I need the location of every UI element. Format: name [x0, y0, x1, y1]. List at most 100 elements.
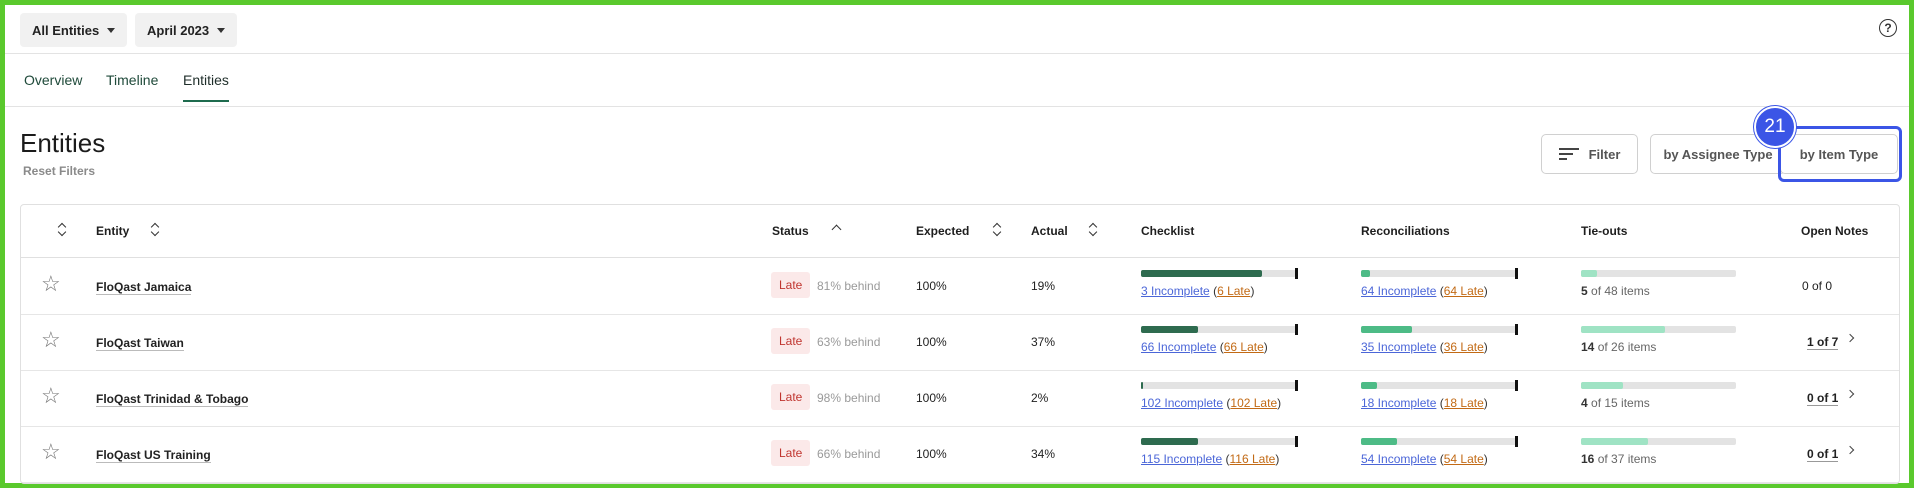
tieouts-progress-fill — [1581, 438, 1648, 445]
tieouts-summary: 5 of 48 items — [1581, 284, 1650, 298]
checklist-progress-fill — [1141, 382, 1143, 389]
open-notes-value[interactable]: 0 of 1 — [1807, 447, 1839, 462]
entity-name-link[interactable]: FloQast Taiwan — [96, 336, 184, 351]
by-assignee-type-label: by Assignee Type — [1663, 146, 1773, 162]
tieouts-total: of 26 items — [1597, 340, 1657, 354]
table-row[interactable]: ☆ FloQast Trinidad & Tobago Late 98% beh… — [21, 370, 1899, 427]
top-bar: All Entities April 2023 ? — [5, 5, 1909, 54]
entity-name-link[interactable]: FloQast Jamaica — [96, 280, 192, 295]
reconciliations-incomplete-link[interactable]: 54 Incomplete — [1361, 452, 1437, 466]
expected-value: 100% — [916, 391, 947, 405]
table-row[interactable]: ☆ FloQast Taiwan Late 63% behind 100% 37… — [21, 314, 1899, 371]
column-header-actual[interactable]: Actual — [1031, 224, 1068, 238]
reconciliations-late-link[interactable]: 54 Late — [1443, 452, 1484, 466]
tieouts-progress-fill — [1581, 326, 1665, 333]
reconciliations-late-link[interactable]: 36 Late — [1443, 340, 1484, 354]
entities-table: Entity Status Expected Actual Checklist … — [20, 204, 1900, 484]
chevron-right-icon[interactable] — [1845, 389, 1855, 399]
tab-timeline[interactable]: Timeline — [106, 72, 159, 88]
tieouts-total: of 15 items — [1591, 396, 1650, 410]
star-icon[interactable]: ☆ — [41, 439, 61, 464]
bar-end-marker — [1515, 324, 1518, 335]
table-row[interactable]: ☆ FloQast Jamaica Late 81% behind 100% 1… — [21, 258, 1899, 315]
tab-bar: Overview Timeline Entities — [5, 54, 1909, 107]
reconciliations-progress-bar — [1361, 436, 1518, 447]
tab-entities[interactable]: Entities — [183, 72, 229, 102]
sort-icon[interactable] — [151, 222, 159, 236]
reconciliations-late-link[interactable]: 18 Late — [1443, 396, 1484, 410]
reconciliations-late-link[interactable]: 64 Late — [1443, 284, 1484, 298]
period-filter-dropdown[interactable]: April 2023 — [135, 13, 238, 47]
table-row[interactable]: ☆ FloQast US Training Late 66% behind 10… — [21, 426, 1899, 483]
filter-button-label: Filter — [1588, 146, 1621, 162]
reconciliations-progress-fill — [1361, 382, 1377, 389]
checklist-incomplete-link[interactable]: 66 Incomplete — [1141, 340, 1217, 354]
annotation-badge: 21 — [1754, 106, 1796, 148]
checklist-progress-fill — [1141, 438, 1199, 445]
reconciliations-incomplete-link[interactable]: 35 Incomplete — [1361, 340, 1437, 354]
reconciliations-incomplete-link[interactable]: 64 Incomplete — [1361, 284, 1437, 298]
checklist-progress-fill — [1141, 270, 1262, 277]
filter-button[interactable]: Filter — [1541, 134, 1638, 174]
tieouts-total: of 37 items — [1597, 452, 1657, 466]
behind-text: 63% behind — [817, 335, 881, 349]
bar-end-marker — [1515, 436, 1518, 447]
status-badge: Late — [771, 272, 811, 298]
reconciliations-incomplete-link[interactable]: 18 Incomplete — [1361, 396, 1437, 410]
bar-end-marker — [1295, 436, 1298, 447]
sort-ascending-icon[interactable] — [831, 224, 842, 235]
checklist-late-link[interactable]: 66 Late — [1223, 340, 1264, 354]
column-header-expected[interactable]: Expected — [916, 224, 970, 238]
checklist-summary: 115 Incomplete (116 Late) — [1141, 452, 1280, 466]
checklist-late-link[interactable]: 6 Late — [1217, 284, 1251, 298]
chevron-right-icon[interactable] — [1845, 445, 1855, 455]
star-icon[interactable]: ☆ — [41, 271, 61, 296]
tieouts-progress-bar — [1581, 382, 1736, 389]
star-icon[interactable]: ☆ — [41, 327, 61, 352]
chevron-right-icon[interactable] — [1845, 333, 1855, 343]
reset-filters-link[interactable]: Reset Filters — [23, 164, 96, 178]
open-notes-value[interactable]: 0 of 1 — [1807, 391, 1839, 406]
star-icon[interactable]: ☆ — [41, 383, 61, 408]
checklist-incomplete-link[interactable]: 115 Incomplete — [1141, 452, 1223, 466]
column-header-entity[interactable]: Entity — [96, 224, 130, 238]
reconciliations-progress-fill — [1361, 438, 1397, 445]
checklist-incomplete-link[interactable]: 3 Incomplete — [1141, 284, 1210, 298]
help-icon[interactable]: ? — [1879, 19, 1897, 37]
actual-value: 2% — [1031, 391, 1049, 405]
tieouts-summary: 4 of 15 items — [1581, 396, 1650, 410]
reconciliations-summary: 64 Incomplete (64 Late) — [1361, 284, 1488, 298]
checklist-progress-bar — [1141, 324, 1298, 335]
checklist-progress-bar — [1141, 380, 1298, 391]
entity-filter-dropdown[interactable]: All Entities — [20, 13, 128, 47]
checklist-late-link[interactable]: 102 Late — [1230, 396, 1278, 410]
entity-name-link[interactable]: FloQast US Training — [96, 448, 211, 463]
sort-icon[interactable] — [1089, 222, 1097, 236]
caret-down-icon — [107, 27, 116, 33]
tab-overview[interactable]: Overview — [24, 72, 83, 88]
column-header-checklist: Checklist — [1141, 224, 1195, 238]
column-header-tieouts: Tie-outs — [1581, 224, 1628, 238]
reconciliations-progress-fill — [1361, 270, 1371, 277]
reconciliations-progress-bar — [1361, 324, 1518, 335]
sort-icon[interactable] — [993, 222, 1001, 236]
period-filter-label: April 2023 — [147, 22, 210, 38]
sort-icon[interactable] — [58, 222, 66, 236]
checklist-incomplete-link[interactable]: 102 Incomplete — [1141, 396, 1224, 410]
highlight-box — [1778, 126, 1902, 182]
reconciliations-summary: 54 Incomplete (54 Late) — [1361, 452, 1488, 466]
by-item-type-button[interactable]: by Item Type — [1780, 134, 1898, 174]
behind-text: 66% behind — [817, 447, 881, 461]
bar-end-marker — [1515, 380, 1518, 391]
table-header: Entity Status Expected Actual Checklist … — [21, 205, 1899, 258]
entity-name-link[interactable]: FloQast Trinidad & Tobago — [96, 392, 249, 407]
caret-down-icon — [217, 27, 226, 33]
reconciliations-progress-fill — [1361, 326, 1413, 333]
checklist-late-link[interactable]: 116 Late — [1229, 452, 1276, 466]
actual-value: 34% — [1031, 447, 1056, 461]
open-notes-value[interactable]: 1 of 7 — [1807, 335, 1839, 350]
column-header-status[interactable]: Status — [772, 224, 809, 238]
filter-icon — [1558, 148, 1579, 160]
expected-value: 100% — [916, 447, 947, 461]
